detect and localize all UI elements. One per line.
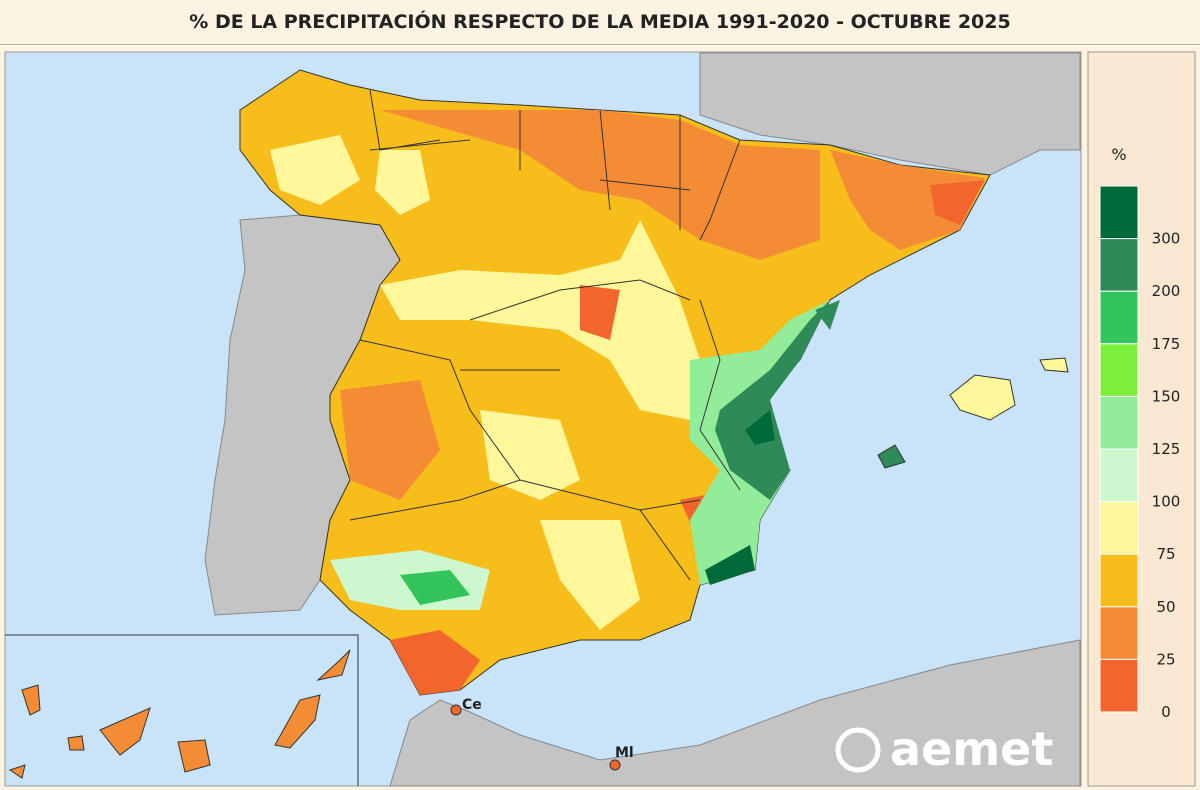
canary-islands (8, 649, 351, 779)
island (8, 764, 26, 779)
patch (390, 630, 480, 695)
legend-unit: % (1111, 145, 1126, 164)
inset-border (5, 634, 359, 786)
patch (340, 380, 440, 500)
legend-swatch (1099, 343, 1139, 397)
island (21, 684, 41, 716)
legend-swatch (1099, 606, 1139, 660)
menorca (1039, 357, 1069, 373)
map-label: Ce (462, 697, 482, 713)
legend-label: 125 (1152, 440, 1181, 458)
island (177, 739, 211, 773)
island (274, 694, 321, 749)
map-canvas: Ce Ml aemet % 300 200 175 150 125 100 75 50 25 0 (0, 46, 1200, 790)
legend-swatch (1099, 501, 1139, 555)
region-borders (349, 89, 741, 581)
island (316, 649, 351, 681)
africa (389, 639, 1081, 787)
patch (380, 220, 700, 420)
legend-label: 75 (1156, 545, 1175, 563)
patch (540, 520, 640, 630)
france (699, 52, 1081, 176)
patch (690, 300, 830, 585)
legend-swatch (1099, 553, 1139, 608)
legend-label: 25 (1156, 650, 1175, 668)
patch (480, 410, 580, 500)
legend-label: 50 (1156, 598, 1175, 616)
island (99, 707, 151, 756)
title: % DE LA PRECIPITACIÓN RESPECTO DE LA MED… (0, 0, 1200, 45)
legend-label: 0 (1161, 703, 1171, 721)
patch (745, 410, 775, 445)
patch (930, 180, 985, 225)
patch (580, 285, 620, 340)
legend-label: 100 (1152, 493, 1181, 511)
legend-swatch (1099, 238, 1139, 292)
mallorca (949, 374, 1016, 421)
legend-swatch (1099, 448, 1139, 503)
legend-label: 200 (1152, 282, 1181, 300)
logo: aemet (890, 722, 1053, 776)
legend: 300 200 175 150 125 100 75 50 25 0 (1099, 185, 1181, 721)
ceuta (450, 704, 462, 716)
logo-mark (835, 727, 881, 773)
ibiza (877, 444, 906, 469)
map-label: Ml (615, 745, 634, 761)
legend-swatch (1099, 185, 1139, 240)
melilla (609, 759, 621, 771)
legend-label: 150 (1152, 387, 1181, 405)
legend-swatch (1099, 395, 1139, 450)
legend-swatch (1099, 658, 1139, 713)
patch (705, 545, 755, 585)
legend-label: 300 (1152, 230, 1181, 248)
patch (400, 570, 470, 605)
patch (375, 150, 430, 215)
patch (815, 300, 840, 330)
patch (380, 110, 820, 260)
legend-label: 175 (1152, 335, 1181, 353)
island (67, 735, 85, 751)
patch (830, 150, 985, 250)
precip-patches (270, 110, 985, 695)
patch (715, 300, 830, 500)
patch (270, 135, 360, 205)
legend-swatch (1099, 290, 1139, 345)
